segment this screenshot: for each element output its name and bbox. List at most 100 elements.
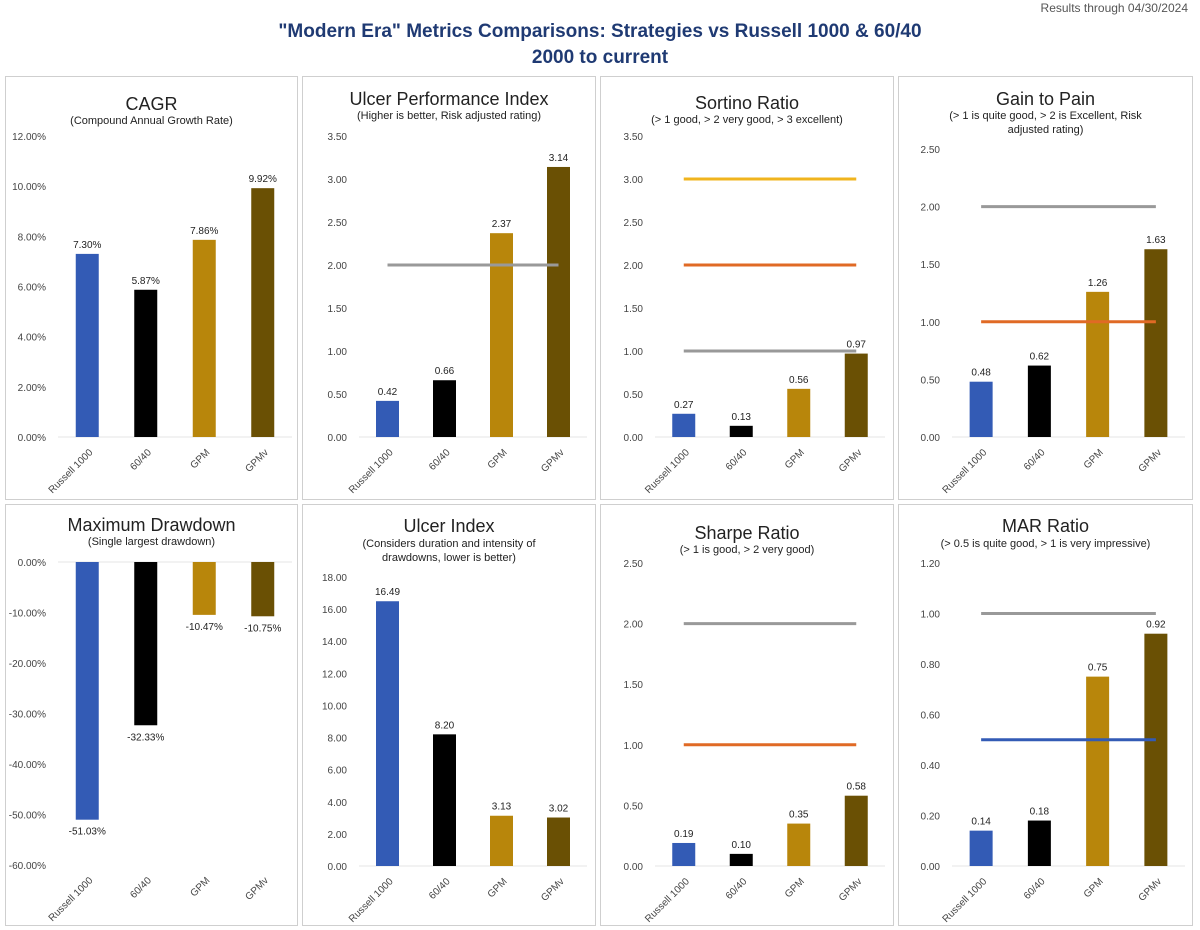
x-category-label: GPM bbox=[783, 876, 807, 900]
y-tick-label: 8.00 bbox=[328, 734, 348, 745]
x-category-label: Russell 1000 bbox=[941, 447, 990, 496]
x-category-label: GPMv bbox=[539, 876, 566, 903]
y-tick-label: 1.00 bbox=[328, 347, 348, 358]
chart-panel-gain-to-pain: Gain to Pain (> 1 is quite good, > 2 is … bbox=[898, 76, 1193, 500]
y-tick-label: 0.50 bbox=[328, 390, 348, 401]
x-category-label: GPMv bbox=[837, 447, 864, 474]
data-label: 0.92 bbox=[1146, 620, 1166, 631]
y-tick-label: 10.00 bbox=[322, 701, 347, 712]
bar-gpm bbox=[192, 239, 216, 437]
y-tick-label: 2.50 bbox=[328, 218, 348, 229]
y-tick-label: 3.50 bbox=[624, 132, 644, 143]
x-category-label: GPM bbox=[486, 876, 510, 900]
bar-gpm bbox=[490, 815, 513, 866]
data-label: 16.49 bbox=[375, 587, 400, 598]
y-tick-label: -10.00% bbox=[9, 609, 46, 620]
chart-subtitle: (> 1 is good, > 2 very good) bbox=[679, 544, 815, 556]
chart-subtitle-line: adjusted rating) bbox=[1007, 124, 1084, 136]
bar-russell-1000 bbox=[672, 413, 696, 437]
y-tick-label: 18.00 bbox=[322, 573, 347, 584]
y-tick-label: 0.00 bbox=[624, 433, 644, 444]
y-tick-label: -40.00% bbox=[9, 760, 46, 771]
data-label: 8.20 bbox=[435, 720, 455, 731]
x-category-label: Russell 1000 bbox=[941, 876, 990, 925]
data-label: 3.13 bbox=[492, 802, 512, 813]
bar-gpm bbox=[787, 823, 811, 866]
bar-60-40 bbox=[1027, 365, 1051, 437]
y-tick-label: 2.00 bbox=[328, 261, 348, 272]
y-tick-label: -50.00% bbox=[9, 811, 46, 822]
y-tick-label: 1.20 bbox=[921, 559, 941, 570]
y-tick-label: 0.20 bbox=[921, 812, 941, 823]
chart-subtitle: (> 1 good, > 2 very good, > 3 excellent) bbox=[651, 114, 843, 126]
data-label: -32.33% bbox=[127, 732, 164, 743]
y-tick-label: 12.00 bbox=[322, 669, 347, 680]
y-tick-label: 4.00% bbox=[18, 333, 46, 344]
chart-plot: 0.00 2.00 4.00 6.00 8.00 10.00 12.00 14.00 16.00… bbox=[322, 573, 587, 925]
results-date-note: Results through 04/30/2024 bbox=[1040, 1, 1188, 15]
y-tick-label: 10.00% bbox=[12, 182, 46, 193]
y-tick-label: 1.00 bbox=[921, 318, 941, 329]
chart-subtitle: (Compound Annual Growth Rate) bbox=[70, 115, 233, 127]
y-tick-label: 1.00 bbox=[624, 347, 644, 358]
y-tick-label: 16.00 bbox=[322, 605, 347, 616]
x-category-label: 60/40 bbox=[427, 876, 453, 902]
y-tick-label: 0.00 bbox=[921, 433, 941, 444]
x-category-label: Russell 1000 bbox=[347, 876, 396, 925]
data-label: 0.75 bbox=[1088, 663, 1108, 674]
y-tick-label: 6.00 bbox=[328, 766, 348, 777]
y-tick-label: -20.00% bbox=[9, 659, 46, 670]
bar-gpmv bbox=[547, 166, 570, 437]
bar-gpmv bbox=[547, 817, 570, 866]
bar-russell-1000 bbox=[75, 562, 99, 820]
data-label: 3.02 bbox=[549, 804, 569, 815]
data-label: 0.66 bbox=[435, 366, 455, 377]
data-label: 0.13 bbox=[732, 412, 752, 423]
data-label: 0.58 bbox=[847, 782, 867, 793]
y-tick-label: 1.50 bbox=[328, 304, 348, 315]
chart-plot: 0.00 0.50 1.00 1.50 2.00 2.50 3.00 3.50 0.27 0.13… bbox=[624, 132, 885, 496]
bar-gpmv bbox=[251, 562, 275, 617]
chart-plot: -60.00% -50.00% -40.00% -30.00% -20.00% -10.0… bbox=[9, 558, 292, 924]
x-category-label: GPMv bbox=[837, 876, 864, 903]
chart-panel-sortino-ratio: Sortino Ratio (> 1 good, > 2 very good, … bbox=[600, 76, 894, 500]
data-label: 3.14 bbox=[549, 153, 569, 164]
chart-subtitle-line: (> 1 is quite good, > 2 is Excellent, Ri… bbox=[949, 110, 1142, 122]
bar-gpm bbox=[490, 233, 513, 437]
chart-title: Sharpe Ratio bbox=[694, 523, 800, 543]
y-tick-label: 1.50 bbox=[921, 260, 941, 271]
x-category-label: Russell 1000 bbox=[347, 447, 396, 496]
y-tick-label: 0.40 bbox=[921, 761, 941, 772]
bar-russell-1000 bbox=[969, 381, 993, 437]
bar-gpmv bbox=[251, 188, 275, 437]
y-tick-label: 2.00 bbox=[328, 830, 348, 841]
y-tick-label: 0.00% bbox=[18, 558, 46, 569]
data-label: 0.35 bbox=[789, 810, 809, 821]
x-category-label: GPMv bbox=[243, 447, 270, 474]
y-tick-label: 0.00% bbox=[18, 433, 46, 444]
chart-subtitle-line: drawdowns, lower is better) bbox=[382, 552, 516, 564]
chart-panel-mar-ratio: MAR Ratio (> 0.5 is quite good, > 1 is v… bbox=[898, 504, 1193, 926]
bar-60-40 bbox=[729, 425, 753, 437]
data-label: 0.14 bbox=[971, 817, 991, 828]
chart-panel-maximum-drawdown: Maximum Drawdown (Single largest drawdow… bbox=[5, 504, 298, 926]
x-category-label: 60/40 bbox=[1022, 447, 1048, 473]
y-tick-label: 8.00% bbox=[18, 232, 46, 243]
y-tick-label: 1.00 bbox=[921, 610, 941, 621]
x-category-label: GPM bbox=[783, 447, 807, 471]
y-tick-label: 14.00 bbox=[322, 637, 347, 648]
x-category-label: GPM bbox=[188, 447, 212, 471]
x-category-label: GPM bbox=[1082, 876, 1106, 900]
bar-60-40 bbox=[433, 380, 456, 437]
chart-title: Ulcer Index bbox=[403, 516, 495, 536]
chart-subtitle: (> 1 is quite good, > 2 is Excellent, Ri… bbox=[911, 109, 1180, 137]
data-label: 0.27 bbox=[674, 400, 694, 411]
data-label: 0.18 bbox=[1030, 807, 1050, 818]
x-category-label: GPMv bbox=[1137, 447, 1164, 474]
chart-panel-ulcer-performance-index: Ulcer Performance Index (Higher is bette… bbox=[302, 76, 596, 500]
bar-gpmv bbox=[844, 795, 868, 866]
y-tick-label: 0.50 bbox=[624, 801, 644, 812]
y-tick-label: 2.00% bbox=[18, 383, 46, 394]
page-title: "Modern Era" Metrics Comparisons: Strate… bbox=[0, 19, 1200, 71]
x-category-label: 60/40 bbox=[427, 447, 453, 473]
